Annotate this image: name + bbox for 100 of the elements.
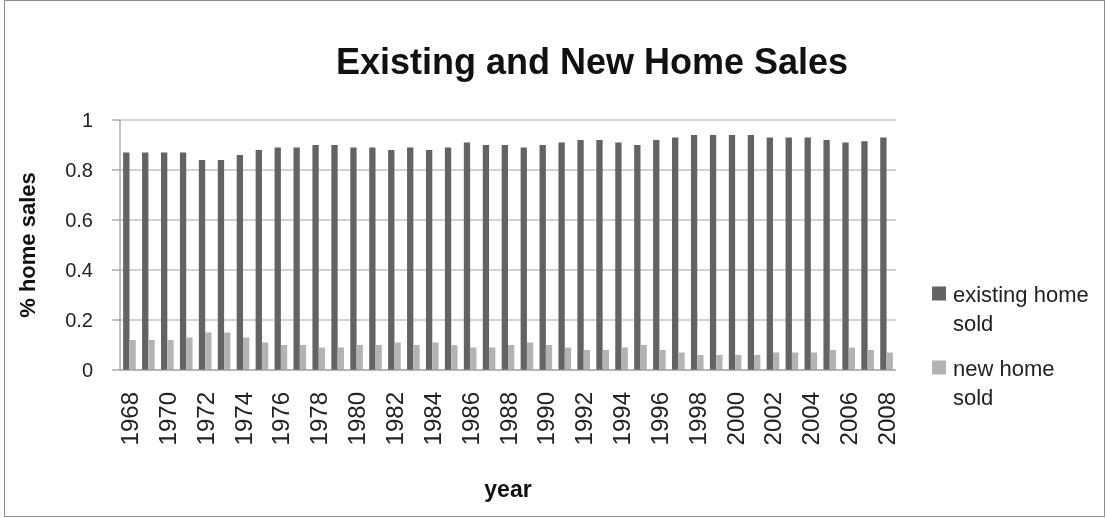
bar — [634, 145, 641, 370]
bar — [255, 150, 262, 370]
x-tick-label: 1986 — [456, 392, 484, 446]
x-tick-label: 1972 — [191, 392, 219, 446]
bar — [508, 345, 515, 370]
bar — [583, 350, 591, 370]
bar — [829, 350, 837, 370]
bar — [482, 145, 490, 370]
bar — [299, 345, 307, 370]
bar — [217, 160, 225, 370]
y-tick-label: 0 — [81, 359, 93, 381]
bar — [161, 152, 168, 370]
x-tick-label: 1992 — [570, 392, 598, 446]
x-axis-title: year — [484, 476, 532, 502]
bar — [179, 152, 187, 370]
y-tick-label: 0.4 — [65, 259, 93, 281]
bar — [261, 342, 269, 370]
bar — [842, 142, 849, 370]
x-tick-label: 1968 — [115, 392, 143, 446]
bar — [747, 135, 755, 370]
x-tick-label: 1988 — [494, 392, 522, 446]
bar — [432, 342, 439, 370]
bar — [356, 345, 363, 370]
bar — [375, 345, 382, 370]
bar — [709, 135, 717, 370]
x-tick-label: 1970 — [153, 392, 181, 446]
x-tick-label: 1984 — [418, 392, 446, 446]
y-axis-title: % home sales — [14, 172, 40, 318]
bar — [520, 147, 527, 370]
bar — [280, 345, 288, 370]
legend-label: existing home sold — [953, 281, 1089, 335]
bar — [867, 350, 874, 370]
bar — [823, 140, 830, 370]
bar — [205, 332, 212, 370]
bar — [129, 340, 136, 370]
bar — [501, 145, 508, 370]
bar — [615, 142, 622, 370]
bar — [463, 142, 471, 370]
bar — [388, 150, 395, 370]
x-tick-label: 1980 — [343, 392, 371, 446]
bar — [545, 345, 553, 370]
bar — [766, 137, 773, 370]
bar — [697, 355, 704, 370]
bar — [861, 141, 868, 370]
x-tick-label: 1974 — [229, 392, 257, 446]
x-tick-label: 1978 — [305, 392, 333, 446]
bar — [331, 145, 338, 370]
bar — [224, 332, 231, 370]
bar — [407, 147, 414, 370]
bar — [274, 147, 281, 370]
bar — [425, 150, 433, 370]
bar — [167, 340, 174, 370]
bar — [394, 342, 401, 370]
bar — [198, 160, 206, 370]
bar — [659, 350, 666, 370]
y-tick-label: 0.6 — [65, 209, 93, 231]
bar — [526, 342, 534, 370]
bar — [880, 137, 887, 370]
bar — [369, 147, 376, 370]
bar — [672, 137, 679, 370]
bar — [312, 145, 319, 370]
bar — [804, 137, 811, 370]
bar — [444, 147, 452, 370]
x-tick-label: 2006 — [835, 392, 863, 446]
x-tick-label: 1990 — [532, 392, 560, 446]
x-tick-label: 1982 — [380, 392, 408, 446]
bar — [602, 350, 609, 370]
x-tick-label: 1998 — [683, 392, 711, 446]
legend-label: new home sold — [953, 355, 1055, 409]
bar — [785, 137, 792, 370]
bar — [142, 152, 149, 370]
bar — [690, 135, 698, 370]
bar — [236, 155, 244, 370]
x-tick-label: 2002 — [759, 392, 787, 446]
bar — [577, 140, 584, 370]
x-tick-label: 2000 — [721, 392, 749, 446]
x-tick-label: 1976 — [267, 392, 295, 446]
bar — [350, 147, 357, 370]
bar — [558, 142, 565, 370]
bar — [451, 345, 458, 370]
y-tick-label: 0.8 — [65, 159, 93, 181]
bar — [596, 140, 603, 370]
y-tick-label: 0.2 — [65, 309, 93, 331]
bar — [716, 355, 723, 370]
x-tick-label: 2008 — [873, 392, 901, 446]
x-tick-label: 2004 — [797, 392, 825, 446]
bar — [653, 140, 660, 370]
chart-title: Existing and New Home Sales — [335, 41, 849, 82]
bar — [148, 340, 155, 370]
bar — [123, 152, 130, 370]
x-tick-label: 1996 — [645, 392, 673, 446]
x-tick-label: 1994 — [608, 392, 636, 446]
y-tick-label: 1 — [81, 109, 93, 131]
bar — [293, 147, 300, 370]
bar — [728, 135, 736, 370]
bar — [413, 345, 420, 370]
bar — [678, 352, 685, 370]
bar — [539, 145, 546, 370]
bar — [243, 337, 250, 370]
bar — [640, 345, 647, 370]
